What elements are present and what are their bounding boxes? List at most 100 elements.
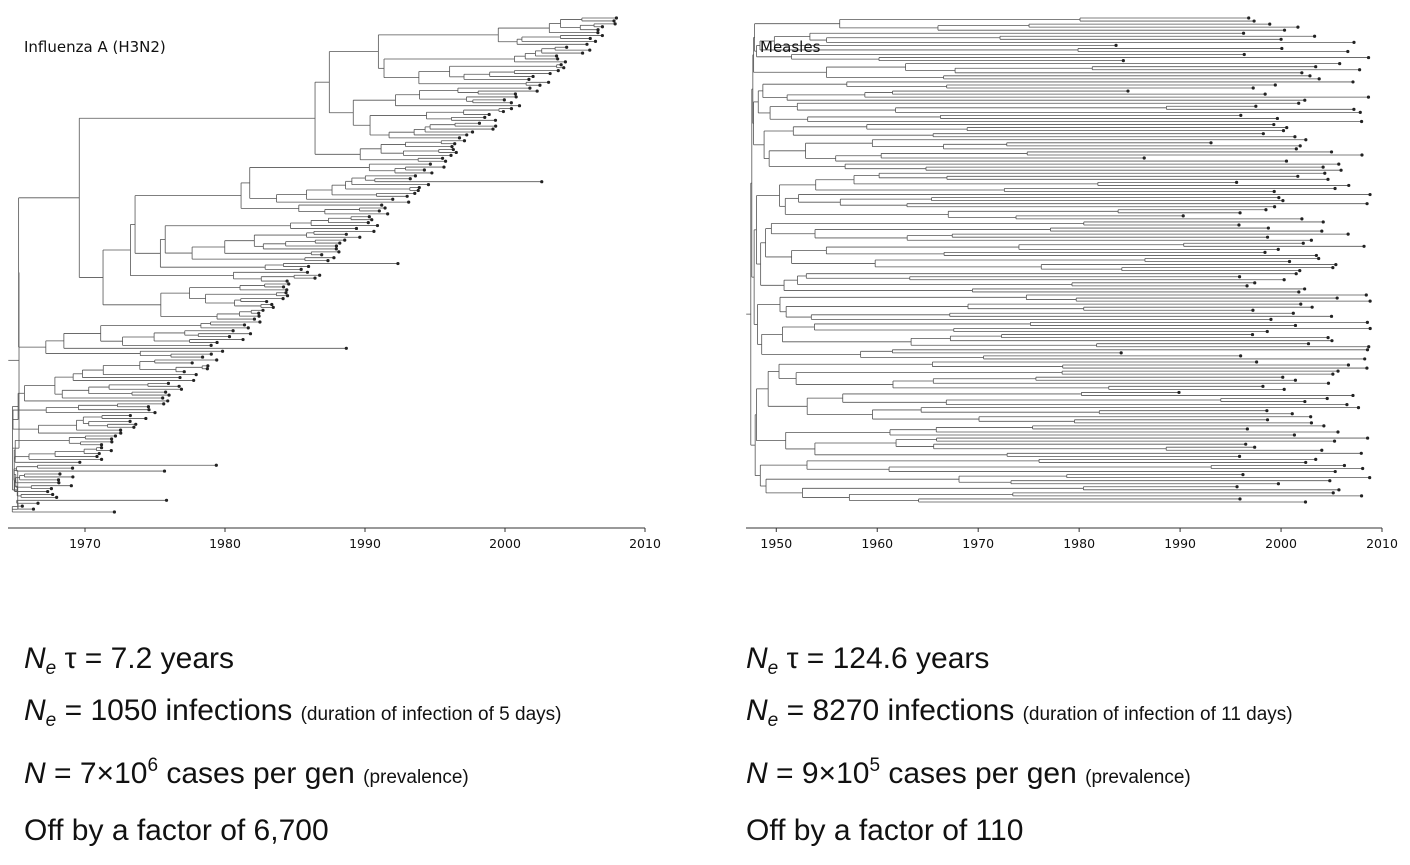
tip-point — [97, 451, 101, 456]
ne-subscript: e — [45, 710, 57, 731]
tip-point — [1336, 369, 1340, 373]
tip-point — [1335, 296, 1339, 300]
tip-point — [1338, 62, 1342, 66]
tip-point — [1276, 247, 1280, 251]
tip-point — [612, 19, 616, 23]
tip-point — [320, 253, 324, 257]
tip-point — [252, 317, 257, 321]
tip-point — [493, 118, 498, 122]
tip-point — [1317, 256, 1321, 261]
tip-point — [1320, 448, 1324, 452]
tip-point — [1253, 445, 1257, 449]
tip-point — [1352, 107, 1356, 111]
tip-point — [1365, 436, 1370, 440]
n-symbol: N — [746, 757, 768, 790]
tip-point — [470, 130, 475, 134]
tip-point — [514, 95, 518, 99]
tip-point — [465, 133, 469, 137]
tip-point — [1337, 488, 1341, 492]
tip-point — [128, 413, 132, 418]
tip-point — [1331, 372, 1335, 376]
tip-point — [78, 460, 82, 464]
tip-point — [1299, 302, 1303, 306]
tip-point — [1265, 329, 1269, 334]
tip-point — [220, 349, 225, 353]
tip-point — [1239, 354, 1243, 358]
tip-point — [261, 308, 265, 312]
tip-point — [457, 136, 462, 140]
ne-symbol: N — [24, 694, 46, 727]
tip-point — [1235, 485, 1239, 489]
tip-point — [1362, 244, 1366, 248]
ne-symbol: N — [24, 642, 46, 675]
tip-point — [46, 489, 50, 494]
tip-point — [588, 36, 592, 41]
tip-point — [614, 16, 619, 20]
tip-point — [556, 69, 560, 73]
tip-point — [487, 112, 491, 117]
tip-point — [562, 66, 566, 70]
tip-point — [1337, 162, 1341, 166]
tip-point — [36, 501, 40, 505]
tip-point — [1272, 205, 1277, 209]
tip-point — [528, 86, 532, 90]
tip-point — [1276, 482, 1281, 486]
tip-point — [1309, 421, 1314, 425]
tip-point — [95, 454, 99, 459]
tip-point — [31, 507, 36, 511]
n-note: (prevalence) — [363, 767, 469, 788]
tip-point — [265, 299, 269, 304]
tip-point — [1293, 323, 1298, 328]
tip-point — [417, 185, 421, 190]
tip-point — [540, 180, 544, 184]
tip-point — [588, 48, 592, 52]
tip-point — [1293, 378, 1298, 382]
tip-point — [600, 25, 605, 29]
tip-point — [1310, 305, 1314, 309]
tip-point — [270, 302, 274, 307]
tip-point — [1314, 253, 1318, 258]
ne-subscript: e — [45, 658, 57, 679]
tip-point — [1359, 451, 1363, 455]
tip-point — [206, 364, 210, 368]
tip-point — [99, 457, 104, 461]
tip-point — [1346, 363, 1351, 367]
tip-point — [1265, 418, 1270, 422]
tip-point — [1273, 83, 1277, 87]
tip-point — [1351, 80, 1355, 84]
tip-point — [257, 314, 261, 318]
tip-point — [1251, 86, 1255, 90]
tip-point — [408, 177, 412, 181]
tip-point — [462, 139, 467, 143]
tip-point — [1235, 180, 1239, 184]
tip-point — [1356, 406, 1361, 410]
tip-point — [386, 212, 390, 216]
tip-point — [1365, 366, 1369, 370]
tip-point — [546, 80, 551, 84]
tip-point — [1264, 208, 1268, 212]
tip-point — [112, 510, 116, 514]
tip-point — [257, 311, 261, 315]
tip-point — [1368, 299, 1372, 303]
tip-point — [1322, 424, 1326, 428]
tip-point — [366, 221, 370, 225]
tip-point — [559, 63, 563, 67]
tip-point — [1245, 284, 1249, 288]
tip-point — [1114, 43, 1118, 47]
tip-point — [1334, 262, 1338, 267]
axis-tick-label: 1960 — [861, 536, 893, 551]
axis-tick-label: 1980 — [209, 536, 241, 551]
tip-point — [380, 203, 384, 207]
tip-point — [1241, 31, 1246, 35]
tip-point — [405, 194, 409, 198]
tip-point — [1238, 497, 1242, 501]
axis-tick-label: 1950 — [760, 536, 792, 551]
flu-stats: Ne τ = 7.2 years Ne = 1050 infections (d… — [24, 640, 704, 860]
flu-tree-title: Influenza A (H3N2) — [24, 38, 166, 56]
tip-point — [1309, 238, 1313, 242]
tip-point — [1342, 463, 1347, 468]
tip-point — [1277, 195, 1281, 200]
tip-point — [118, 428, 123, 432]
tip-point — [1294, 147, 1298, 151]
tip-point — [1247, 16, 1251, 20]
